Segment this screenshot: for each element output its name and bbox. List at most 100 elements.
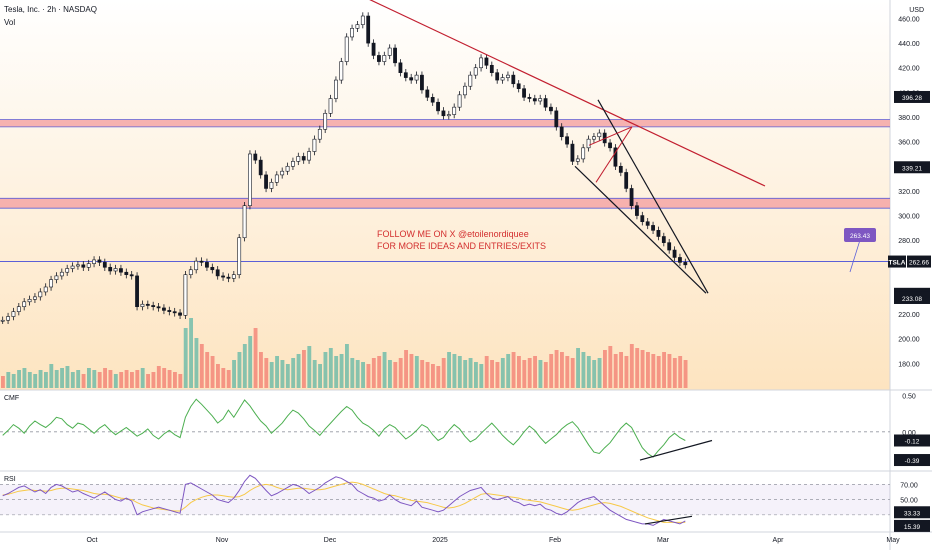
volume-bar: [22, 368, 27, 388]
volume-bar: [11, 374, 16, 388]
candle-body: [264, 174, 268, 189]
wedge-upper-line: [597, 99, 709, 294]
volume-bar: [441, 358, 446, 388]
volume-bar: [135, 370, 140, 388]
volume-bar: [1, 376, 5, 388]
candle-body: [65, 268, 70, 273]
volume-bar: [619, 352, 623, 388]
y-tick-label: 200.00: [898, 337, 920, 344]
candle-body: [226, 276, 231, 279]
y-tick-label: 420.00: [898, 66, 920, 73]
volume-bar: [124, 370, 129, 388]
volume-bar: [678, 356, 683, 388]
x-tick-label: Dec: [324, 537, 337, 544]
candle-body: [549, 106, 553, 112]
chart-title: Tesla, Inc. · 2h · NASDAQ: [4, 5, 97, 14]
candle-body: [511, 74, 516, 85]
volume-bar: [662, 352, 666, 388]
ticker-tag-text: TSLA: [889, 260, 906, 267]
candle-body: [457, 94, 462, 108]
candle-body: [516, 83, 521, 89]
candle-body: [339, 61, 344, 81]
volume-bar: [189, 318, 193, 388]
candle-body: [323, 113, 328, 130]
volume-bar: [113, 374, 118, 388]
volume-bar: [646, 352, 650, 388]
volume-bar: [253, 328, 258, 388]
volume-bar: [398, 358, 403, 388]
candle-body: [554, 110, 559, 128]
volume-bar: [457, 356, 462, 388]
candle-body: [248, 153, 252, 207]
candle-body: [59, 271, 64, 277]
volume-bar: [318, 364, 322, 388]
volume-bar: [640, 350, 645, 388]
volume-bar: [570, 358, 575, 388]
volume-bar: [393, 362, 398, 388]
volume-bar: [452, 354, 457, 388]
x-tick-label: 2025: [432, 537, 448, 544]
candle-body: [452, 106, 457, 115]
cmf-tick-label: 0.00: [902, 430, 916, 437]
volume-bar: [108, 370, 113, 388]
candle-body: [344, 36, 349, 62]
candle-body: [124, 271, 129, 275]
candle-body: [269, 181, 274, 189]
volume-bar: [511, 352, 516, 388]
candle-body: [253, 153, 258, 161]
candle-body: [231, 274, 236, 279]
rsi-value-box: [894, 506, 930, 519]
price-label-box: [894, 90, 930, 103]
volume-bar: [178, 374, 183, 388]
candle-body: [6, 316, 10, 321]
candle-body: [495, 72, 500, 81]
descending-trendline: [369, 0, 766, 187]
price-label-box: [894, 291, 930, 304]
rsi-ma-line: [2, 481, 686, 523]
candle-body: [586, 138, 591, 149]
candle-body: [371, 42, 376, 56]
candle-body: [350, 28, 354, 38]
flag-upper-line: [588, 126, 633, 146]
candle-body: [183, 274, 188, 316]
volume-bar: [307, 346, 312, 388]
candle-body: [140, 303, 145, 308]
y-tick-label: 360.00: [898, 140, 920, 147]
volume-bar: [280, 360, 285, 388]
cmf-value-box: [894, 454, 930, 467]
volume-bar: [81, 374, 86, 388]
volume-bar: [194, 338, 199, 388]
candle-body: [581, 147, 586, 160]
volume-bar: [167, 370, 172, 388]
volume-bar: [205, 352, 210, 388]
volume-bar: [651, 354, 656, 388]
candle-body: [312, 138, 317, 152]
candle-body: [484, 57, 489, 66]
candle-body: [645, 221, 650, 226]
candle-body: [640, 215, 645, 223]
volume-bar: [65, 366, 70, 388]
candle-body: [420, 74, 424, 91]
volume-bar: [377, 356, 382, 388]
volume-bar: [447, 352, 451, 388]
volume-bar: [291, 358, 296, 388]
rsi-tick-label: 50.00: [900, 498, 918, 505]
volume-bar: [6, 372, 11, 388]
candle-body: [242, 205, 247, 239]
price-badge-text: 263.43: [850, 233, 870, 240]
volume-bar: [366, 364, 371, 388]
volume-bar: [543, 362, 548, 388]
volume-bar: [27, 372, 32, 388]
candle-body: [479, 57, 483, 69]
volume-bar: [49, 364, 54, 388]
candle-body: [129, 274, 134, 277]
candle-body: [0, 319, 5, 322]
volume-bar: [549, 354, 554, 388]
candle-body: [570, 143, 575, 162]
candle-body: [16, 306, 21, 312]
volume-bar: [672, 358, 677, 388]
price-label: 233.08: [902, 296, 922, 303]
volume-bar: [70, 372, 75, 388]
volume-bar: [275, 356, 279, 388]
